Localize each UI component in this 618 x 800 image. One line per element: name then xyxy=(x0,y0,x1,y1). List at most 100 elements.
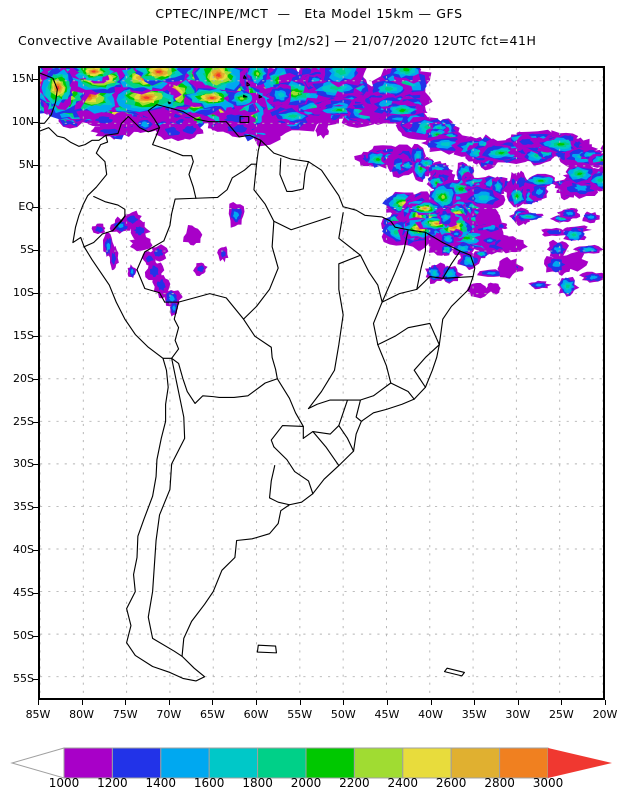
y-axis-tick xyxy=(33,635,38,637)
y-axis-tick-label: 15S xyxy=(13,328,34,342)
colorbar-tick-label: 1400 xyxy=(145,776,177,790)
cape-band xyxy=(95,116,113,124)
cape-band xyxy=(417,215,420,218)
cape-contour-blob xyxy=(578,271,603,283)
cape-band xyxy=(459,246,466,251)
coastline-path xyxy=(167,101,172,105)
y-axis-tick xyxy=(33,678,38,680)
cape-band xyxy=(515,194,519,199)
y-axis-tick xyxy=(33,592,38,594)
cape-band xyxy=(221,250,226,258)
title-block: CPTEC/INPE/MCT — Eta Model 15km — GFS Co… xyxy=(0,0,618,58)
cape-band xyxy=(571,233,577,237)
coastline-path xyxy=(270,425,304,448)
cape-band xyxy=(424,124,434,131)
x-axis-tick xyxy=(430,700,432,705)
coastline-path xyxy=(377,322,440,346)
coastline-path xyxy=(338,212,383,346)
cape-contour-blob xyxy=(400,158,416,173)
cape-contour-blob xyxy=(110,114,141,128)
cape-band xyxy=(565,211,574,216)
cape-contour-blob xyxy=(514,212,544,221)
coastline-path xyxy=(381,276,474,303)
cape-band xyxy=(589,275,598,280)
coastline-path xyxy=(242,220,279,320)
y-axis-tick-label: 35S xyxy=(13,500,34,514)
cape-contour-blob xyxy=(69,68,119,84)
cape-band xyxy=(445,236,450,241)
colorbar-band xyxy=(208,747,259,779)
cape-band xyxy=(106,242,111,251)
cape-contour-blob xyxy=(528,280,552,290)
coastline-path xyxy=(72,104,476,682)
cape-contour-blob xyxy=(109,245,119,271)
cape-band xyxy=(486,238,493,242)
y-axis-tick-label: 30S xyxy=(13,457,34,471)
colorbar-band xyxy=(353,747,404,779)
colorbar-tick-label: 2800 xyxy=(484,776,515,790)
y-axis-tick-label: 40S xyxy=(13,543,34,557)
page-subtitle: Convective Available Potential Energy [m… xyxy=(18,33,537,48)
page-title: CPTEC/INPE/MCT — Eta Model 15km — GFS xyxy=(155,6,463,21)
cape-band xyxy=(546,230,562,235)
cape-band xyxy=(149,265,159,278)
y-axis-tick-label: 5N xyxy=(18,157,34,171)
cape-band xyxy=(560,217,566,220)
cape-contour-blob xyxy=(587,172,603,191)
coastline-path xyxy=(416,231,427,290)
cape-contour-blob xyxy=(129,234,153,252)
cape-band xyxy=(457,187,465,191)
cape-band xyxy=(445,248,449,251)
x-axis-tick-label: 80W xyxy=(69,708,95,721)
cape-band xyxy=(601,150,603,153)
cape-band xyxy=(497,151,506,155)
y-axis-tick xyxy=(33,78,38,80)
x-axis-tick xyxy=(168,700,170,705)
x-axis-tick-label: 85W xyxy=(25,708,51,721)
cape-contour-blob xyxy=(512,170,530,192)
cape-band xyxy=(453,232,459,236)
x-axis-tick xyxy=(81,700,83,705)
cape-contour-blob xyxy=(223,88,261,110)
y-axis-tick-label: 25S xyxy=(13,414,34,428)
y-axis-tick-label: 45S xyxy=(13,585,34,599)
coastline-path xyxy=(195,139,262,199)
x-axis-tick xyxy=(125,700,127,705)
cape-band xyxy=(497,256,521,279)
cape-contour-blob xyxy=(600,145,603,153)
cape-band xyxy=(600,145,603,152)
cape-contour-blob xyxy=(496,236,528,254)
cape-band xyxy=(183,224,203,246)
cape-contour-blob xyxy=(437,208,456,228)
coastline-path xyxy=(171,357,278,404)
coastline-path xyxy=(442,250,461,279)
cape-band xyxy=(486,272,497,275)
cape-band xyxy=(535,283,543,287)
y-axis-tick-label: 10N xyxy=(11,114,34,128)
coastline-path xyxy=(276,378,304,439)
colorbar-tick-labels: 1000 1200 1400 1600 1800 2000 2200 2400 2600 2800… xyxy=(0,776,618,796)
y-axis-tick xyxy=(33,207,38,209)
cape-shaded-field xyxy=(40,68,603,317)
coastline-path xyxy=(302,399,349,439)
coastline-path xyxy=(152,127,197,199)
cape-contour-blob xyxy=(244,68,271,87)
cape-contour-blob xyxy=(459,187,506,209)
cape-band xyxy=(552,260,561,267)
map-plot-area xyxy=(38,66,605,700)
cape-contour-blob xyxy=(523,173,558,188)
cape-contour-blob xyxy=(572,244,603,254)
cape-contour-blob xyxy=(485,282,501,295)
colorbar-tick-label: 1000 xyxy=(48,776,80,790)
cape-band xyxy=(209,96,215,100)
cape-band xyxy=(91,70,96,73)
y-axis-tick-label: 50S xyxy=(13,628,34,642)
y-axis-tick-label: 5S xyxy=(20,243,34,257)
colorbar xyxy=(0,744,618,800)
y-axis-tick-label: 10S xyxy=(13,286,34,300)
cape-band xyxy=(423,207,427,210)
cape-band xyxy=(443,215,449,220)
cape-contour-blob xyxy=(217,246,229,263)
cape-band xyxy=(140,121,150,128)
colorbar-tick-label: 1600 xyxy=(193,776,225,790)
